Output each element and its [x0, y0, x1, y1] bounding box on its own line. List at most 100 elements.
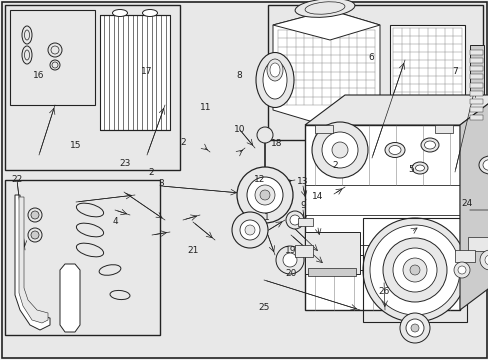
Bar: [469, 45, 483, 120]
Circle shape: [48, 43, 62, 57]
Bar: [469, 91, 482, 96]
Bar: [5, 180, 160, 335]
Bar: [434, 125, 452, 133]
Bar: [307, 268, 355, 276]
Ellipse shape: [263, 61, 286, 99]
Circle shape: [237, 167, 292, 223]
Text: 19: 19: [285, 246, 296, 255]
Text: 13: 13: [297, 177, 308, 186]
Ellipse shape: [142, 9, 157, 17]
Bar: [469, 58, 482, 63]
Ellipse shape: [384, 143, 404, 158]
Ellipse shape: [266, 59, 283, 81]
Text: 14: 14: [311, 192, 323, 201]
Ellipse shape: [256, 53, 293, 108]
Circle shape: [50, 60, 60, 70]
Ellipse shape: [76, 243, 103, 257]
Bar: [294, 245, 312, 257]
Text: 5: 5: [407, 165, 413, 174]
Text: 18: 18: [270, 139, 282, 148]
Text: 12: 12: [253, 175, 264, 184]
Circle shape: [410, 324, 418, 332]
Text: 1: 1: [263, 213, 269, 222]
Ellipse shape: [99, 265, 121, 275]
Circle shape: [51, 46, 59, 54]
Bar: [469, 115, 482, 120]
Circle shape: [399, 313, 429, 343]
Ellipse shape: [411, 162, 427, 174]
Ellipse shape: [305, 2, 344, 14]
Text: 23: 23: [119, 159, 130, 168]
Bar: [454, 250, 474, 262]
Ellipse shape: [294, 0, 354, 17]
Bar: [305, 232, 359, 274]
Circle shape: [321, 132, 357, 168]
Polygon shape: [15, 195, 50, 330]
Polygon shape: [305, 95, 488, 125]
Bar: [469, 82, 482, 87]
Bar: [5, 5, 180, 170]
Circle shape: [409, 265, 419, 275]
Bar: [469, 107, 482, 112]
Circle shape: [28, 208, 42, 222]
Ellipse shape: [24, 50, 29, 60]
Bar: [305, 125, 459, 310]
Ellipse shape: [112, 9, 127, 17]
Text: 9: 9: [300, 201, 305, 210]
Bar: [267, 5, 482, 140]
Text: 11: 11: [199, 104, 211, 112]
Text: 22: 22: [11, 175, 23, 184]
Ellipse shape: [22, 26, 32, 44]
Text: 8: 8: [236, 71, 242, 80]
Text: 6: 6: [368, 53, 374, 62]
Circle shape: [283, 253, 296, 267]
Ellipse shape: [478, 156, 488, 174]
Text: 15: 15: [70, 141, 81, 150]
Polygon shape: [459, 95, 488, 310]
Circle shape: [362, 218, 466, 322]
Circle shape: [369, 225, 459, 315]
Bar: [314, 125, 332, 133]
Bar: [467, 237, 487, 251]
Text: 10: 10: [233, 125, 245, 134]
Bar: [469, 75, 482, 79]
Ellipse shape: [415, 165, 424, 171]
Circle shape: [31, 231, 39, 239]
Text: 16: 16: [33, 71, 45, 80]
Circle shape: [260, 190, 269, 200]
Circle shape: [246, 177, 283, 213]
Text: 7: 7: [451, 68, 457, 77]
Circle shape: [285, 211, 304, 229]
Circle shape: [31, 211, 39, 219]
Polygon shape: [19, 197, 48, 323]
Circle shape: [275, 246, 304, 274]
Circle shape: [28, 228, 42, 242]
Circle shape: [257, 127, 272, 143]
Circle shape: [453, 262, 469, 278]
Circle shape: [289, 215, 299, 225]
Bar: [100, 15, 170, 130]
Ellipse shape: [22, 46, 32, 64]
Circle shape: [457, 266, 465, 274]
Ellipse shape: [269, 63, 280, 77]
Ellipse shape: [420, 138, 438, 152]
Text: 25: 25: [258, 303, 269, 312]
Circle shape: [484, 255, 488, 265]
Circle shape: [240, 220, 260, 240]
Bar: [469, 99, 482, 104]
Polygon shape: [272, 10, 379, 130]
Circle shape: [392, 248, 436, 292]
Text: 3: 3: [158, 179, 164, 188]
Circle shape: [311, 122, 367, 178]
Bar: [389, 25, 464, 105]
Text: 24: 24: [460, 199, 472, 208]
Bar: [393, 105, 465, 113]
Ellipse shape: [24, 30, 29, 40]
Polygon shape: [60, 264, 80, 332]
Circle shape: [331, 142, 347, 158]
Ellipse shape: [388, 145, 400, 154]
Bar: [10, 10, 95, 105]
Ellipse shape: [76, 203, 103, 217]
Ellipse shape: [424, 141, 435, 149]
Circle shape: [405, 319, 423, 337]
